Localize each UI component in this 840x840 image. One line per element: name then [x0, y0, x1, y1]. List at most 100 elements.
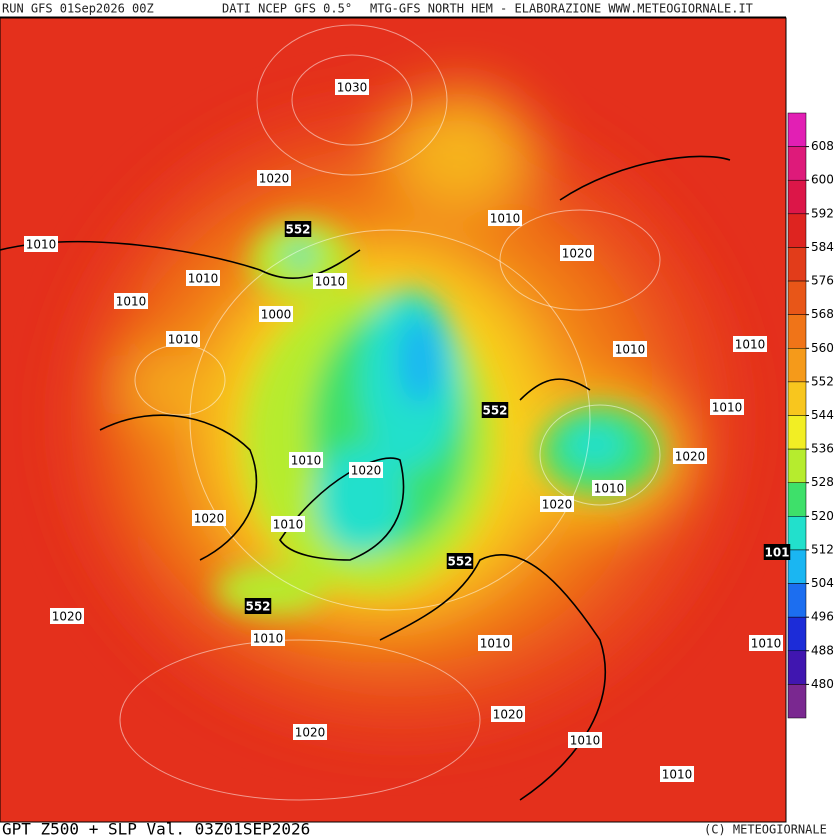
pressure-label: 1010 — [480, 637, 511, 651]
pressure-label-box — [251, 630, 285, 646]
pressure-label: 1010 — [291, 454, 322, 468]
pressure-label: 1010 — [662, 768, 693, 782]
pressure-label-box — [488, 210, 522, 226]
height-label: 552 — [245, 600, 270, 614]
pressure-label-box — [613, 341, 647, 357]
pressure-label: 1020 — [493, 708, 524, 722]
pressure-label-box — [478, 635, 512, 651]
pressure-label: 1000 — [261, 308, 292, 322]
pressure-label: 1020 — [562, 247, 593, 261]
colorbar-swatch — [787, 247, 807, 282]
colorbar-swatch — [787, 516, 807, 551]
colorbar-swatch — [787, 583, 807, 618]
pressure-label: 1010 — [168, 333, 199, 347]
pressure-label-box — [673, 448, 707, 464]
colorbar-swatch — [787, 381, 807, 416]
pressure-label-box — [293, 724, 327, 740]
height-label-box — [481, 402, 509, 418]
colorbar-label: 536 — [811, 442, 834, 456]
colorbar-label: 480 — [811, 677, 834, 691]
pressure-label-box — [166, 331, 200, 347]
pressure-label-box — [114, 293, 148, 309]
pressure-label: 1020 — [194, 512, 225, 526]
pressure-label-box — [592, 480, 626, 496]
pressure-label-box — [313, 273, 347, 289]
pressure-label: 1010 — [615, 343, 646, 357]
header-source: DATI NCEP GFS 0.5° — [222, 2, 352, 16]
pressure-label: 1010 — [712, 401, 743, 415]
pressure-label: 1010 — [188, 272, 219, 286]
colorbar-swatch — [787, 146, 807, 181]
pressure-label-box — [289, 452, 323, 468]
height-label: 552 — [285, 223, 310, 237]
pressure-label: 1020 — [52, 610, 83, 624]
colorbar-label: 520 — [811, 509, 834, 523]
pressure-label: 1020 — [351, 464, 382, 478]
colorbar-label: 528 — [811, 475, 834, 489]
pressure-label: 1010 — [315, 275, 346, 289]
header-run: RUN GFS 01Sep2026 00Z — [2, 2, 154, 16]
pressure-label-box — [560, 245, 594, 261]
pressure-label-box — [335, 79, 369, 95]
colorbar-label: 512 — [811, 542, 834, 556]
colorbar-swatch — [787, 314, 807, 349]
colorbar-swatch — [787, 415, 807, 450]
footer-copyright: (C) METEOGIORNALE — [704, 823, 827, 837]
colorbar-label: 576 — [811, 274, 834, 288]
colorbar-label: 584 — [811, 240, 834, 254]
field — [0, 18, 786, 822]
height-label-box — [446, 553, 474, 569]
map-frame — [0, 17, 787, 823]
colorbar-label: 496 — [811, 610, 834, 624]
colorbar-label: 608 — [811, 139, 834, 153]
pressure-label-box — [271, 516, 305, 532]
height-label-box — [284, 221, 312, 237]
pressure-label: 1010 — [735, 338, 766, 352]
pressure-label: 1020 — [675, 450, 706, 464]
colorbar-label: 560 — [811, 341, 834, 355]
colorbar-swatch — [787, 482, 807, 517]
pressure-label-box — [733, 336, 767, 352]
colorbar-swatch — [787, 280, 807, 315]
contour-labels: 1030 1020 552 1010 1010 1010 1010 1020 1010 1000 1… — [24, 79, 791, 782]
colorbar-swatch — [787, 348, 807, 383]
pressure-label-box — [710, 399, 744, 415]
height-label: 552 — [482, 404, 507, 418]
header-credit: MTG-GFS NORTH HEM - ELABORAZIONE WWW.MET… — [370, 2, 753, 16]
pressure-label: 1020 — [542, 498, 573, 512]
pressure-label-box — [186, 270, 220, 286]
pressure-label: 1020 — [259, 172, 290, 186]
colorbar-swatch — [787, 650, 807, 685]
colorbar-swatch — [787, 179, 807, 215]
pressure-label: 1010 — [490, 212, 521, 226]
colorbar-label: 488 — [811, 643, 834, 657]
pressure-label-box — [660, 766, 694, 782]
height-label-box — [244, 598, 272, 614]
colorbar-label: 544 — [811, 408, 834, 422]
colorbar-swatch — [787, 213, 807, 248]
pressure-label-box — [50, 608, 84, 624]
pressure-label-box — [259, 306, 293, 322]
pressure-label: 1010 — [594, 482, 625, 496]
pressure-label-box — [491, 706, 525, 722]
colorbar-swatch — [787, 684, 807, 719]
pressure-label-box — [349, 462, 383, 478]
colorbar-swatch — [787, 616, 807, 652]
pressure-label: 1010 — [253, 632, 284, 646]
pressure-label: 1010 — [116, 295, 147, 309]
pressure-label: 1010 — [751, 637, 782, 651]
colorbar: 608 600 592 584 576 568 560 552 544 536 528 520 512 5… — [787, 112, 834, 719]
pressure-label-box — [540, 496, 574, 512]
pressure-label: 1010 — [26, 238, 57, 252]
pressure-label: 1030 — [337, 81, 368, 95]
colorbar-swatch — [787, 448, 807, 483]
height-label: 101 — [764, 546, 789, 560]
pressure-label-box — [257, 170, 291, 186]
colorbar-label: 504 — [811, 576, 834, 590]
colorbar-label: 552 — [811, 374, 834, 388]
height-label: 552 — [447, 555, 472, 569]
pressure-label-box — [749, 635, 783, 651]
colorbar-label: 600 — [811, 173, 834, 187]
